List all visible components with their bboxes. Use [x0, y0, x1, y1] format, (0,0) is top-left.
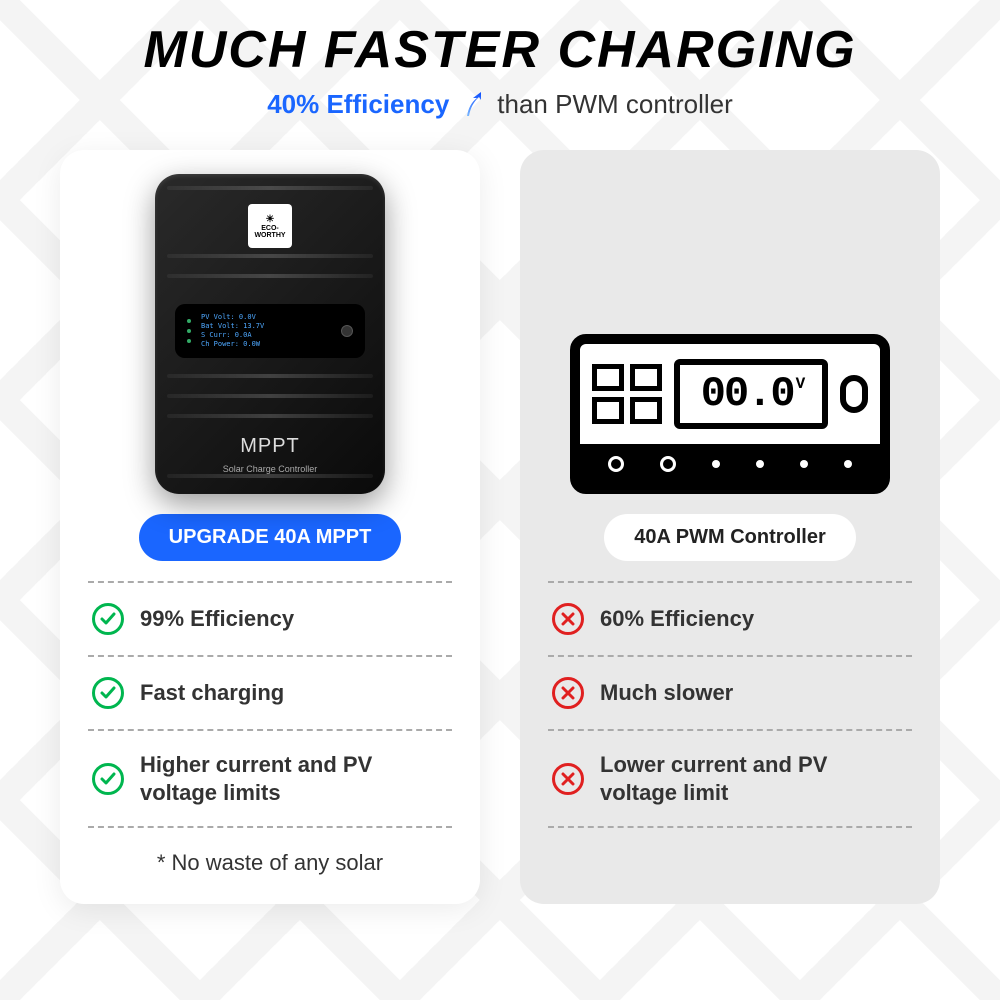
- x-icon: [552, 763, 584, 795]
- feature-text: 60% Efficiency: [600, 605, 754, 633]
- check-icon: [92, 763, 124, 795]
- x-icon: [552, 603, 584, 635]
- infographic: MUCH FASTER CHARGING 40% Efficiency than…: [0, 0, 1000, 1000]
- list-item: Much slower: [548, 655, 912, 729]
- list-item: Higher current and PV voltage limits: [88, 729, 452, 828]
- check-icon: [92, 603, 124, 635]
- feature-text: 99% Efficiency: [140, 605, 294, 633]
- feature-text: Higher current and PV voltage limits: [140, 751, 448, 806]
- arrow-up-icon: [457, 88, 489, 120]
- list-item: Fast charging: [88, 655, 452, 729]
- card-pwm: 00.0V 40A PWM Controller 60% Eff: [520, 150, 940, 904]
- card-mppt: ☀ ECO-WORTHY PV Volt: 0.0V Bat Volt: 13.…: [60, 150, 480, 904]
- mppt-footnote: * No waste of any solar: [157, 850, 383, 876]
- pwm-product-image: 00.0V: [548, 174, 912, 494]
- subtitle-highlight: 40% Efficiency: [267, 89, 449, 120]
- main-title: MUCH FASTER CHARGING: [143, 20, 856, 80]
- pwm-badge: 40A PWM Controller: [604, 514, 856, 561]
- feature-text: Much slower: [600, 679, 733, 707]
- list-item: Lower current and PV voltage limit: [548, 729, 912, 828]
- list-item: 99% Efficiency: [88, 581, 452, 655]
- eco-worthy-logo-icon: ☀ ECO-WORTHY: [248, 204, 292, 248]
- comparison-cards: ☀ ECO-WORTHY PV Volt: 0.0V Bat Volt: 13.…: [40, 150, 960, 904]
- pwm-feature-list: 60% Efficiency Much slower Lower current…: [548, 581, 912, 828]
- mppt-feature-list: 99% Efficiency Fast charging Higher curr…: [88, 581, 452, 828]
- mppt-product-image: ☀ ECO-WORTHY PV Volt: 0.0V Bat Volt: 13.…: [88, 174, 452, 494]
- list-item: 60% Efficiency: [548, 581, 912, 655]
- x-icon: [552, 677, 584, 709]
- feature-text: Lower current and PV voltage limit: [600, 751, 908, 806]
- feature-text: Fast charging: [140, 679, 284, 707]
- subtitle-rest: than PWM controller: [497, 89, 733, 120]
- mppt-badge: UPGRADE 40A MPPT: [139, 514, 402, 561]
- check-icon: [92, 677, 124, 709]
- subtitle: 40% Efficiency than PWM controller: [267, 88, 733, 120]
